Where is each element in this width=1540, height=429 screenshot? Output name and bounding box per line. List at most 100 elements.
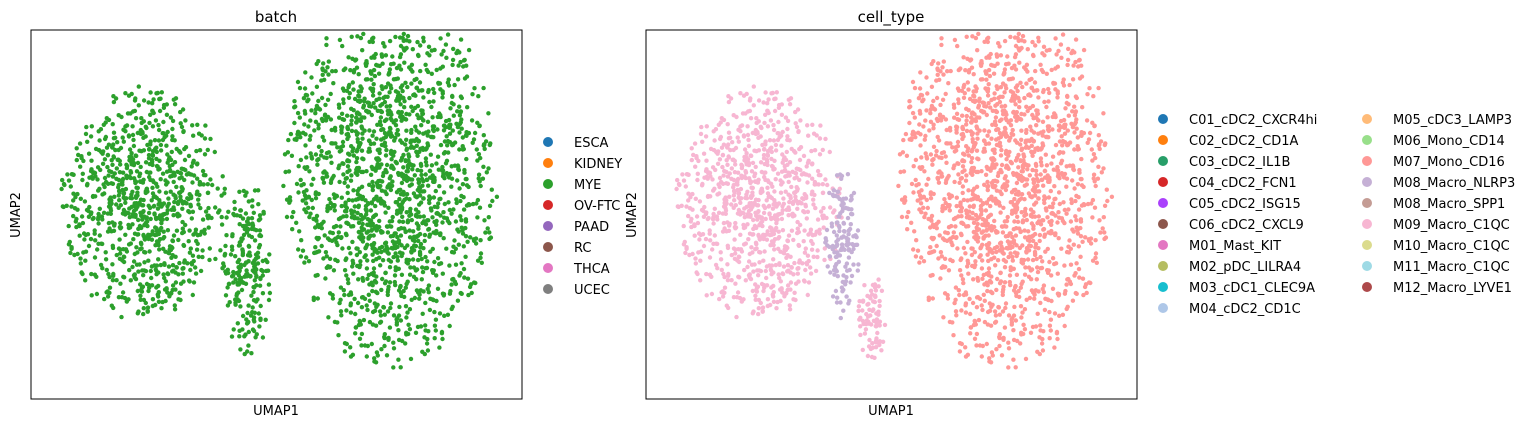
data-point [860, 347, 865, 353]
data-point [163, 279, 168, 284]
data-point [351, 271, 356, 276]
data-point [308, 211, 313, 216]
data-point [416, 179, 422, 185]
data-point [409, 177, 415, 182]
data-point [77, 222, 82, 227]
data-point [80, 220, 86, 226]
data-point [780, 129, 785, 135]
data-point [143, 268, 149, 274]
data-point [776, 246, 781, 251]
data-point [806, 232, 811, 237]
data-point [400, 251, 405, 256]
data-point [106, 271, 111, 277]
data-point [156, 299, 162, 304]
data-point [1035, 269, 1041, 275]
data-point [839, 242, 845, 247]
data-point [179, 185, 184, 190]
data-point [1039, 341, 1045, 346]
data-point [328, 200, 333, 206]
data-point [440, 95, 445, 100]
data-point [180, 107, 186, 112]
data-point [733, 162, 738, 167]
data-point [779, 112, 785, 118]
data-point [832, 272, 837, 277]
data-point [1062, 207, 1068, 213]
data-point [281, 183, 286, 189]
data-point [717, 191, 722, 196]
data-point [1001, 257, 1006, 263]
data-point [392, 149, 397, 155]
data-point [327, 237, 332, 243]
data-point [1013, 67, 1019, 72]
data-point [250, 204, 255, 209]
data-point [474, 147, 479, 152]
data-point [355, 188, 360, 194]
data-point [148, 216, 153, 222]
data-point [1050, 210, 1055, 216]
data-point [296, 190, 301, 195]
data-point [481, 133, 486, 138]
data-point [1038, 130, 1044, 135]
data-point [147, 249, 152, 254]
data-point [464, 156, 469, 162]
data-point [986, 101, 991, 106]
data-point [817, 136, 823, 141]
data-point [955, 43, 960, 49]
data-point [368, 172, 374, 177]
data-point [136, 226, 141, 232]
data-point [391, 61, 396, 66]
data-point [363, 77, 369, 82]
data-point [479, 260, 484, 265]
data-point [338, 224, 343, 229]
data-point [841, 221, 847, 226]
data-point [190, 209, 196, 214]
data-point [116, 182, 122, 188]
data-point [309, 182, 314, 187]
panel-cell-type-title: cell_type [858, 8, 925, 27]
data-point [120, 182, 125, 187]
data-point [365, 343, 370, 349]
data-point [903, 131, 909, 137]
data-point [1022, 228, 1027, 233]
data-point [182, 146, 187, 152]
data-point [451, 276, 456, 282]
data-point [415, 167, 420, 173]
data-point [835, 189, 841, 194]
data-point [304, 210, 309, 215]
data-point [689, 224, 694, 230]
data-point [974, 184, 980, 189]
data-point [259, 267, 264, 273]
data-point [352, 296, 357, 302]
data-point [423, 254, 428, 260]
data-point [775, 171, 781, 176]
data-point [411, 274, 417, 279]
legend-marker [543, 242, 553, 252]
data-point [328, 264, 333, 270]
data-point [471, 280, 477, 285]
data-point [966, 188, 971, 193]
data-point [338, 145, 343, 150]
data-point [1054, 52, 1059, 57]
data-point [795, 230, 800, 236]
data-point [341, 100, 346, 106]
data-point [410, 257, 416, 262]
data-point [736, 207, 742, 213]
data-point [166, 264, 172, 269]
data-point [131, 259, 137, 264]
data-point [703, 236, 709, 242]
data-point [146, 210, 152, 216]
data-point [1019, 315, 1024, 320]
data-point [200, 248, 205, 253]
data-point [1049, 161, 1054, 166]
data-point [452, 82, 457, 88]
data-point [438, 142, 444, 148]
data-point [1012, 219, 1017, 224]
data-point [468, 235, 473, 240]
data-point [257, 324, 262, 329]
data-point [988, 289, 994, 294]
data-point [1020, 310, 1025, 315]
data-point [705, 176, 710, 181]
data-point [78, 196, 84, 201]
data-point [153, 225, 158, 230]
data-point [316, 126, 321, 131]
